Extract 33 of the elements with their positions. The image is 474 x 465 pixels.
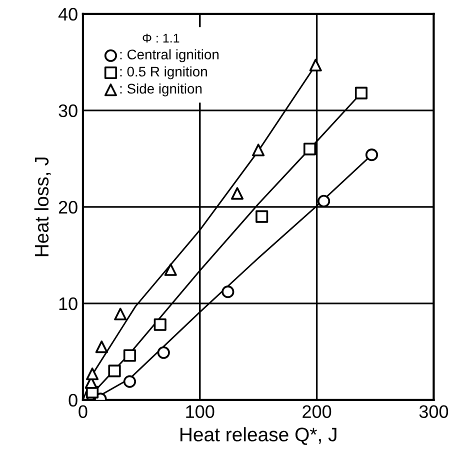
x-tick-label: 200 (302, 405, 332, 418)
point (114, 308, 127, 320)
point (154, 318, 166, 331)
point (86, 368, 99, 380)
point (164, 263, 177, 276)
point (252, 144, 265, 156)
point (309, 58, 322, 72)
point (123, 349, 136, 362)
y-axis-title: Heat loss, J (34, 158, 51, 256)
x-tick-label: 0 (78, 405, 88, 418)
legend-title: Φ : 1.1 (142, 34, 180, 43)
point (108, 364, 121, 378)
y-tick-label: 20 (58, 200, 78, 214)
point (354, 86, 368, 100)
point (123, 375, 136, 388)
point (318, 194, 330, 208)
legend-label: : 0.5 R ignition (120, 66, 207, 80)
legend-label: : Central ignition (120, 49, 219, 62)
x-tick-label: 300 (419, 405, 448, 418)
point (365, 148, 378, 162)
point (231, 187, 244, 200)
x-axis-title: Heat release Q*, J (180, 427, 336, 445)
point (222, 286, 234, 298)
x-tick-label: 100 (186, 405, 214, 418)
y-tick-label: 30 (58, 104, 78, 118)
y-tick-label: 10 (59, 297, 78, 310)
point (95, 340, 108, 354)
point (256, 210, 268, 223)
point (157, 346, 170, 359)
y-tick-label: 40 (58, 8, 78, 21)
point (303, 142, 316, 156)
legend-label: : Side ignition (120, 83, 202, 96)
y-tick-label: 0 (68, 394, 78, 407)
